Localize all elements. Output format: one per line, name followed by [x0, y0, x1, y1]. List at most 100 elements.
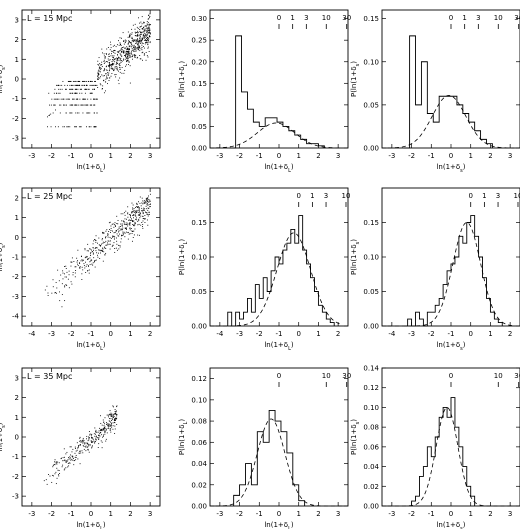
scatter-point — [91, 442, 92, 443]
histogram-bin — [431, 312, 435, 326]
scatter-point — [148, 208, 150, 210]
scatter-point — [54, 459, 56, 461]
scatter-point — [95, 98, 97, 100]
scatter-point — [144, 211, 146, 213]
x-tick-label: 2 — [148, 330, 152, 338]
scatter-point — [70, 281, 72, 283]
scatter-point — [75, 80, 77, 82]
scatter-point — [111, 415, 113, 417]
scatter-point — [133, 41, 134, 43]
scatter-point — [137, 31, 139, 33]
scatter-point — [108, 240, 110, 242]
scatter-point — [133, 44, 135, 46]
scatter-point — [138, 41, 140, 43]
scatter-point — [137, 214, 139, 216]
scatter-point — [91, 104, 93, 106]
scatter-point — [129, 227, 131, 229]
scatter-point — [72, 80, 74, 82]
x-tick-label: -3 — [28, 510, 35, 518]
histogram-bin — [498, 323, 502, 326]
scatter-point — [102, 233, 104, 234]
scatter-point — [111, 426, 113, 428]
scatter-point — [146, 40, 148, 42]
scatter-point — [95, 250, 97, 252]
scatter-point — [132, 58, 133, 60]
scatter-point — [86, 84, 88, 86]
scatter-point — [76, 449, 78, 451]
scatter-point — [88, 436, 90, 438]
scatter-point — [113, 413, 115, 415]
y-tick-label: -1 — [12, 95, 19, 103]
scatter-point — [142, 33, 144, 35]
scatter-point — [105, 73, 107, 75]
scatter-point — [95, 247, 97, 249]
scatter-point — [113, 70, 115, 72]
scatter-point — [130, 215, 131, 216]
scatter-point — [78, 445, 80, 446]
scatter-point — [52, 466, 54, 468]
scatter-point — [109, 66, 111, 68]
scatter-point — [143, 47, 145, 49]
histogram-bin — [291, 229, 295, 326]
y-tick-label: 0.12 — [363, 384, 379, 392]
scatter-point — [117, 79, 119, 81]
scatter-point — [88, 88, 90, 90]
scatter-point — [43, 480, 45, 482]
scatter-point — [78, 126, 80, 128]
scatter-point — [136, 202, 138, 204]
scatter-point — [125, 228, 127, 229]
scatter-point — [129, 56, 131, 58]
scatter-point — [129, 233, 131, 235]
scatter-point — [131, 43, 133, 45]
scatter-point — [84, 257, 86, 259]
scatter-point — [102, 419, 104, 421]
scatter-point — [141, 31, 143, 33]
scatter-point — [70, 88, 72, 90]
scatter-point — [60, 104, 62, 106]
scatter-point — [118, 83, 120, 85]
scatter-point — [78, 104, 80, 106]
scatter-point — [138, 211, 140, 213]
scatter-point — [104, 426, 106, 428]
scatter-point — [65, 265, 67, 267]
scatter-point — [73, 261, 75, 262]
scatter-point — [107, 233, 109, 235]
scatter-point — [72, 458, 74, 459]
scatter-point — [117, 67, 119, 69]
scatter-point — [125, 40, 127, 42]
scatter-point — [98, 443, 100, 445]
scatter-point — [109, 418, 110, 420]
scatter-point — [102, 232, 104, 233]
scatter-point — [127, 223, 129, 225]
scatter-point — [132, 230, 134, 232]
scatter-point — [132, 45, 134, 47]
scatter-point — [126, 224, 128, 226]
scatter-point — [110, 68, 112, 70]
scatter-point — [101, 249, 102, 251]
scatter-point — [73, 464, 75, 466]
scatter-point — [145, 33, 147, 35]
scatter-point — [65, 98, 67, 100]
scatter-point — [126, 218, 127, 220]
x-tick-label: 1 — [468, 152, 472, 160]
x-tick-label: -3 — [388, 510, 395, 518]
scatter-point — [94, 260, 96, 262]
scatter-point — [133, 225, 135, 227]
scatter-point — [99, 70, 101, 72]
scatter-point — [83, 80, 85, 82]
scatter-point — [94, 441, 96, 443]
x-tick-label: -2 — [48, 152, 55, 160]
scatter-point — [105, 429, 107, 431]
scatter-point — [116, 57, 118, 59]
scatter-point — [109, 420, 111, 422]
histogram-bin — [259, 126, 265, 148]
scatter-point — [127, 212, 129, 214]
scatter-point — [94, 239, 95, 240]
scatter-point — [147, 224, 149, 226]
scatter-point — [129, 36, 131, 38]
x-tick-label: -2 — [428, 330, 435, 338]
scatter-point — [128, 233, 130, 235]
scatter-point — [149, 41, 151, 43]
scatter-point — [147, 22, 149, 24]
scatter-point — [145, 28, 147, 30]
